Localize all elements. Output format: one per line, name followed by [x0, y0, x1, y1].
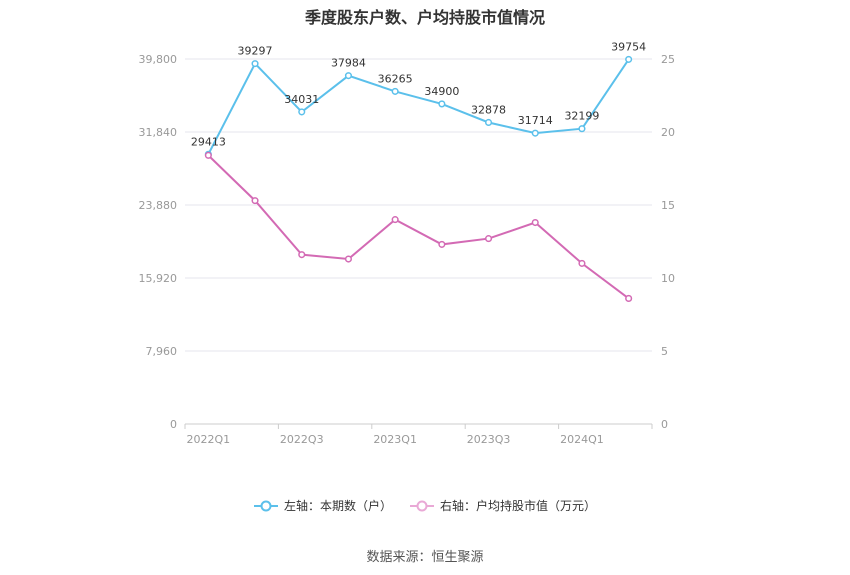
y-right-tick-label: 25 — [661, 53, 675, 66]
point-holders — [531, 129, 539, 137]
legend-right-marker-icon — [410, 500, 434, 511]
y-left-tick-label: 31,840 — [139, 126, 178, 139]
point-holders — [578, 125, 586, 133]
point-holders — [344, 72, 353, 80]
y-left-tick-label: 39,800 — [139, 53, 178, 66]
point-avg-value — [625, 294, 633, 302]
point-avg-value — [578, 259, 586, 267]
point-avg-value — [391, 216, 399, 224]
point-avg-value — [204, 151, 212, 159]
y-right-tick-label: 20 — [661, 126, 675, 139]
legend-item-right[interactable]: 右轴：户均持股市值（万元） — [410, 497, 596, 514]
data-label: 32878 — [471, 103, 506, 116]
y-right-tick-label: 10 — [661, 272, 675, 285]
series-line-avg-value — [207, 154, 630, 300]
point-holders — [391, 87, 399, 95]
series-line-holders — [207, 58, 630, 155]
y-right-tick-label: 0 — [661, 418, 668, 431]
y-right-tick-label: 5 — [661, 345, 668, 358]
x-tick-label: 2022Q1 — [187, 433, 231, 446]
data-label: 34900 — [424, 85, 459, 98]
chart-title: 季度股东户数、户均持股市值情况 — [304, 8, 545, 27]
legend-left-label: 左轴：本期数（户） — [283, 499, 392, 513]
x-tick-label: 2024Q1 — [560, 433, 604, 446]
point-holders — [438, 100, 446, 108]
point-avg-value — [344, 255, 353, 263]
data-label: 29413 — [191, 135, 226, 148]
x-tick-label: 2022Q3 — [280, 433, 324, 446]
x-tick-label: 2023Q3 — [467, 433, 511, 446]
point-avg-value — [251, 197, 259, 205]
data-label: 37984 — [331, 57, 366, 70]
y-left-tick-label: 15,920 — [139, 272, 178, 285]
y-right-tick-label: 15 — [661, 199, 675, 212]
legend-left-marker-icon — [253, 500, 278, 511]
point-holders — [625, 55, 633, 63]
source-note: 数据来源：恒生聚源 — [366, 550, 484, 565]
y-left-tick-label: 0 — [170, 418, 177, 431]
y-left-tick-label: 7,960 — [146, 345, 178, 358]
x-tick-label: 2023Q1 — [373, 433, 417, 446]
point-holders — [485, 118, 493, 127]
data-label: 34031 — [284, 93, 319, 106]
data-label: 31714 — [518, 114, 553, 127]
point-holders — [298, 108, 306, 116]
point-avg-value — [298, 251, 306, 259]
data-label: 32199 — [564, 110, 599, 123]
y-left-tick-label: 23,880 — [139, 199, 178, 212]
legend-right-label: 右轴：户均持股市值（万元） — [440, 499, 597, 513]
legend-item-left[interactable]: 左轴：本期数（户） — [253, 497, 392, 514]
data-label: 36265 — [378, 72, 413, 85]
data-label: 39754 — [611, 40, 646, 53]
point-avg-value — [485, 235, 493, 243]
point-holders — [251, 60, 259, 68]
legend: 左轴：本期数（户） 右轴：户均持股市值（万元） — [0, 497, 850, 514]
point-avg-value — [531, 218, 539, 227]
data-label: 39297 — [238, 45, 273, 58]
point-avg-value — [438, 240, 446, 248]
